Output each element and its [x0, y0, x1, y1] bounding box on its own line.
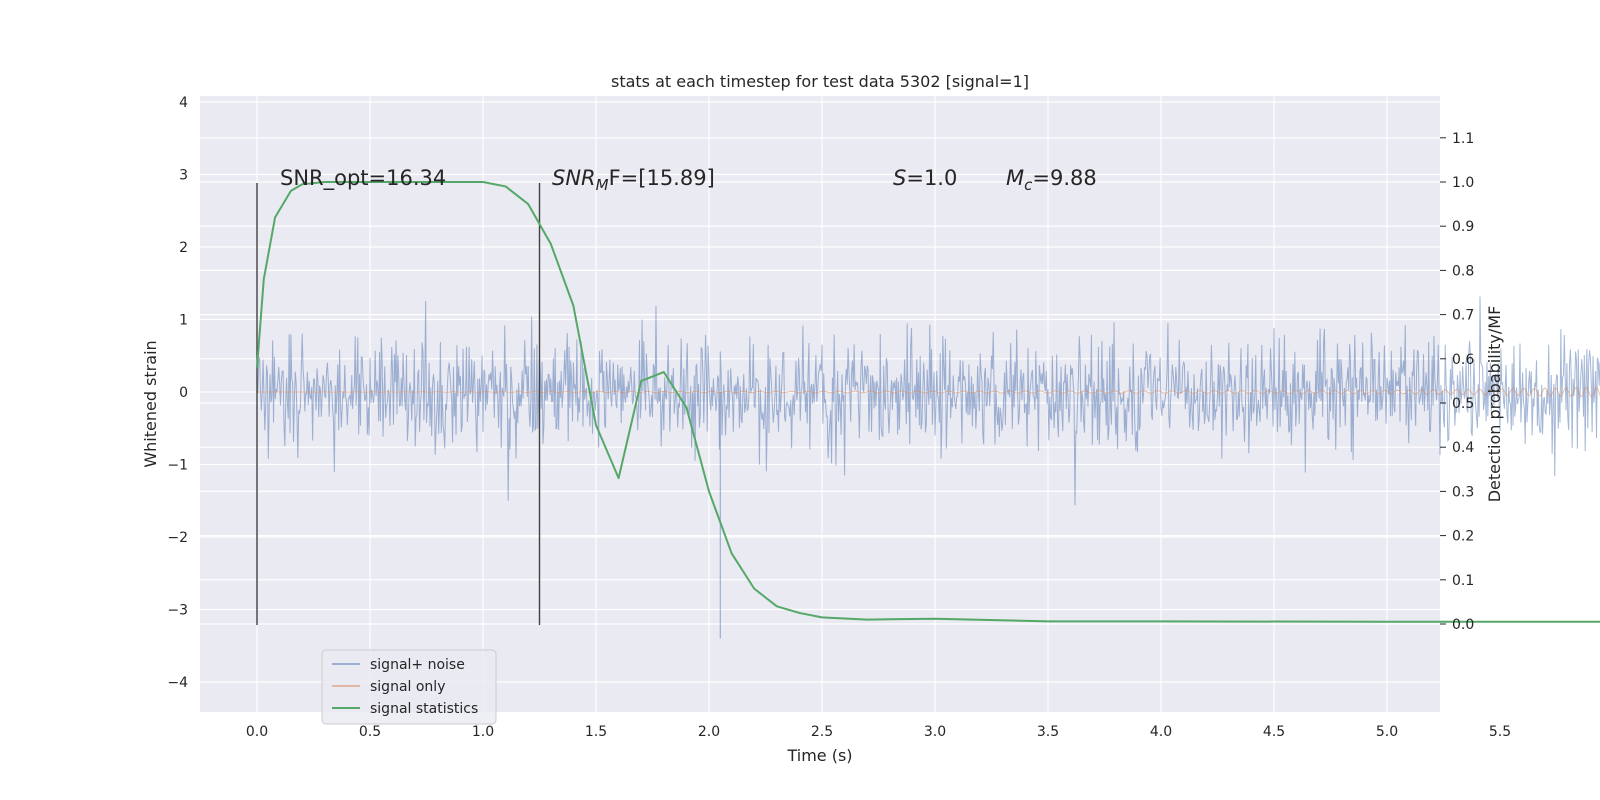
y-tick-label: −1: [167, 458, 188, 474]
series-signal-statistics: [256, 181, 1600, 623]
y2-axis-label: Detection probability/MF: [1485, 306, 1504, 503]
y2-tick-label: 0.4: [1452, 440, 1474, 456]
grid: [200, 96, 1501, 712]
annotation-snr-opt: SNR_opt=16.34: [280, 166, 446, 191]
x-tick-label: 4.0: [1150, 724, 1172, 740]
annotation-mc: Mc=9.88: [1006, 166, 1097, 194]
y2-tick-label: 0.7: [1452, 308, 1474, 324]
y-tick-label: 0: [179, 385, 188, 401]
annotation-snr-mf-subscript: M: [596, 176, 609, 194]
legend: signal+ noise signal only signal statist…: [321, 649, 497, 725]
x-tick-label: 0.5: [359, 724, 381, 740]
x-tick-label: 2.0: [698, 724, 720, 740]
series-signal-only: [257, 386, 1600, 398]
legend-label-signal-only: signal only: [370, 679, 445, 695]
y2-tick-label: 1.1: [1452, 131, 1474, 147]
y2-axis-ticks: 1.1 1.0 0.9 0.8 0.7 0.6 0.5 0.4 0.3 0.2 0.1 0.0: [1440, 131, 1474, 633]
x-tick-label: 3.0: [924, 724, 946, 740]
y2-tick-label: 0.3: [1452, 484, 1474, 500]
chart-title: stats at each timestep for test data 530…: [611, 72, 1029, 91]
y-tick-label: −3: [167, 603, 188, 619]
signal-only-line: [257, 386, 1600, 398]
y2-tick-label: 0.9: [1452, 219, 1474, 235]
y2-tick-label: 0.1: [1452, 573, 1474, 589]
annotation-s: S=1.0: [893, 166, 957, 190]
y2-tick-label: 0.6: [1452, 352, 1474, 368]
x-tick-label: 5.0: [1376, 724, 1398, 740]
legend-label-signal-statistics: signal statistics: [370, 701, 478, 717]
y-tick-label: 4: [179, 95, 188, 111]
y2-tick-label: 0.2: [1452, 529, 1474, 545]
x-tick-label: 1.0: [472, 724, 494, 740]
y-axis-ticks: 4 3 2 1 0 −1 −2 −3 −4: [167, 95, 188, 691]
y-tick-label: −2: [167, 530, 188, 546]
annotation-snr-mf-symbol: SNR: [552, 166, 596, 190]
x-axis-ticks: 0.00.51.01.52.02.53.03.54.04.55.05.56.06…: [246, 724, 1511, 740]
y2-tick-label: 0.8: [1452, 263, 1474, 279]
annotation-mc-subscript: c: [1024, 176, 1033, 194]
annotation-mc-value: =9.88: [1032, 166, 1096, 190]
x-tick-label: 2.5: [811, 724, 833, 740]
x-tick-label: 1.5: [585, 724, 607, 740]
annotation-mc-symbol: M: [1006, 166, 1024, 190]
vertical-markers: [256, 183, 541, 625]
y2-tick-label: 1.0: [1452, 175, 1474, 191]
y-tick-label: 2: [179, 240, 188, 256]
y-tick-label: 1: [179, 313, 188, 329]
x-tick-label: 5.5: [1489, 724, 1511, 740]
series-signal-plus-noise: [256, 296, 1600, 639]
x-axis-label: Time (s): [786, 746, 852, 765]
signal-plus-noise-line: [256, 296, 1600, 506]
y2-tick-label: 0.0: [1452, 617, 1474, 633]
y2-tick-label: 0.5: [1452, 396, 1474, 412]
x-tick-label: 0.0: [246, 724, 268, 740]
y-tick-label: 3: [179, 168, 188, 184]
annotation-snr-mf: SNRMF=[15.89]: [552, 166, 715, 194]
legend-box: [321, 649, 497, 725]
annotation-s-value: =1.0: [906, 166, 957, 190]
legend-label-signal-plus-noise: signal+ noise: [370, 657, 465, 673]
y-tick-label: −4: [167, 675, 188, 691]
y-axis-label: Whitened strain: [141, 340, 160, 467]
signal-statistics-line: [256, 181, 1600, 623]
x-tick-label: 4.5: [1263, 724, 1285, 740]
annotation-snr-mf-value: F=[15.89]: [609, 166, 715, 190]
x-tick-label: 3.5: [1037, 724, 1059, 740]
annotation-s-symbol: S: [893, 166, 906, 190]
